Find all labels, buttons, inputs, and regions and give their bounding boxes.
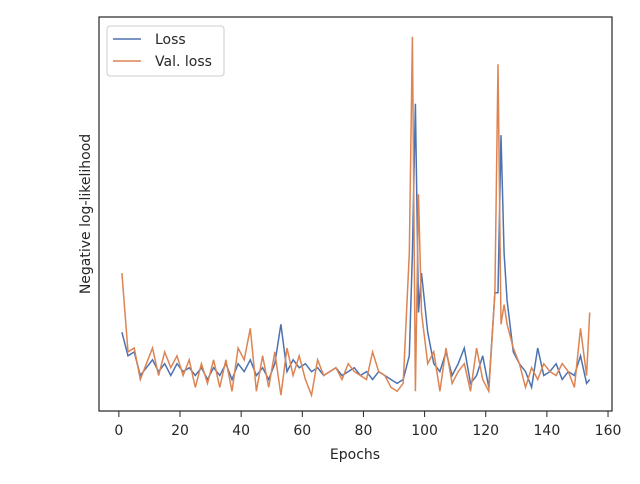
legend: Loss Val. loss [106,25,225,77]
series-line [121,36,591,398]
x-tick-label: 140 [534,423,561,439]
y-axis-label: Negative log-likelihood [78,134,94,294]
x-tick-label: 120 [472,423,499,439]
x-tick-label: 0 [114,423,123,439]
series-line [121,103,591,391]
x-tick-label: 100 [411,423,438,439]
legend-label: Loss [155,32,186,48]
x-tick-label: 20 [171,423,189,439]
x-tick-label: 40 [232,423,250,439]
legend-label: Val. loss [155,54,212,70]
x-tick-label: 160 [595,423,622,439]
x-tick-label: 60 [293,423,311,439]
x-tick-label: 80 [355,423,373,439]
x-axis-label: Epochs [330,447,380,463]
plot-frame [98,16,613,412]
